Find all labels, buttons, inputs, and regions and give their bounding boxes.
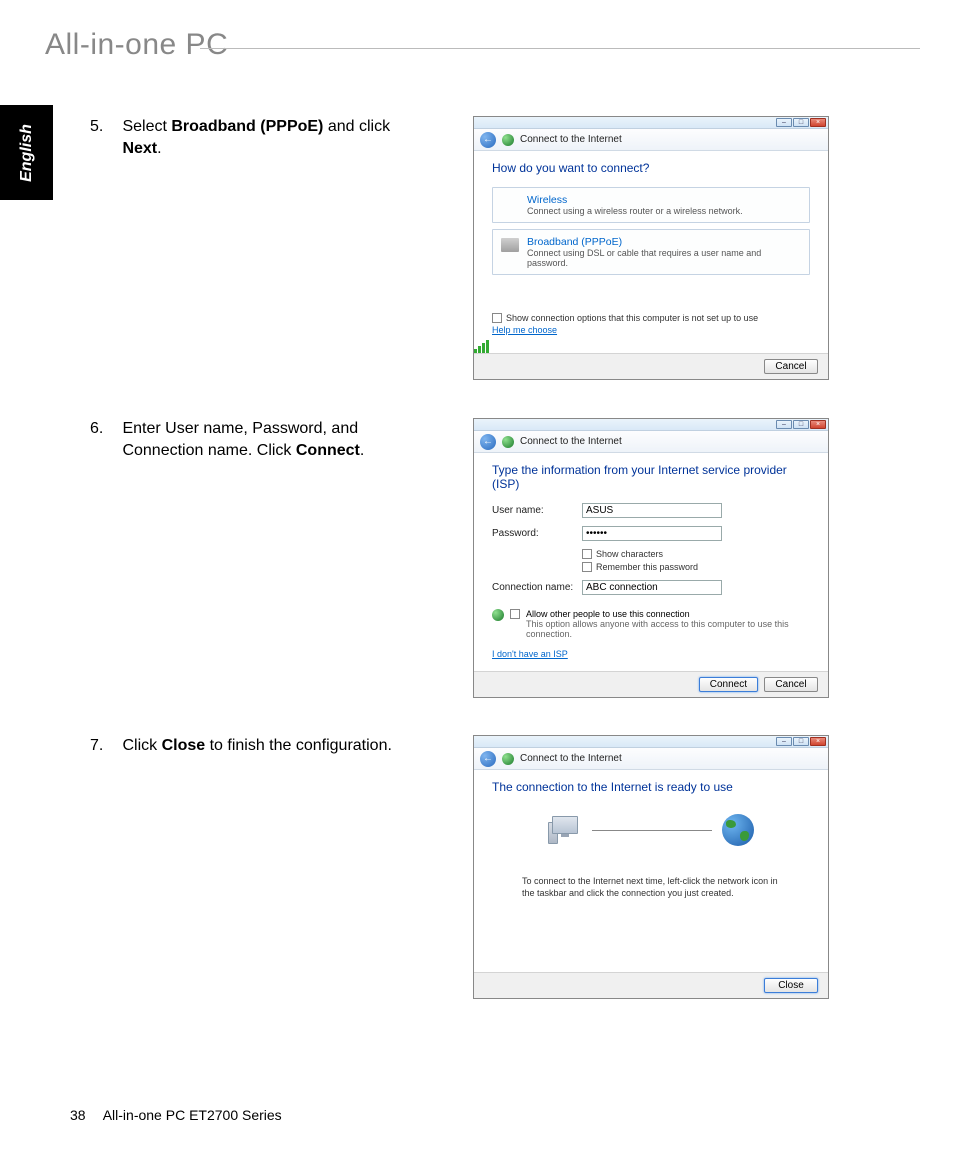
language-label: English bbox=[18, 124, 36, 182]
option-wireless-title: Wireless bbox=[527, 194, 743, 206]
page-footer: 38 All-in-one PC ET2700 Series bbox=[70, 1107, 282, 1123]
back-icon[interactable]: ← bbox=[480, 434, 496, 450]
password-label: Password: bbox=[492, 528, 582, 539]
show-options-checkbox[interactable] bbox=[492, 313, 502, 323]
step-7-text: Click Close to finish the configuration. bbox=[122, 735, 422, 757]
connection-name-label: Connection name: bbox=[492, 582, 582, 593]
breadcrumb: ← Connect to the Internet bbox=[474, 748, 828, 770]
connect-button[interactable]: Connect bbox=[699, 677, 758, 692]
step-5-text: Select Broadband (PPPoE) and click Next. bbox=[122, 116, 422, 159]
remember-password-checkbox[interactable] bbox=[582, 562, 592, 572]
button-row: Connect Cancel bbox=[474, 671, 828, 697]
globe-icon bbox=[502, 753, 514, 765]
allow-others-checkbox[interactable] bbox=[510, 609, 520, 619]
dialog-heading: Type the information from your Internet … bbox=[492, 463, 810, 491]
close-button[interactable]: × bbox=[810, 420, 826, 429]
close-button[interactable]: × bbox=[810, 737, 826, 746]
allow-others-label: Allow other people to use this connectio… bbox=[526, 609, 810, 619]
username-input[interactable] bbox=[582, 503, 722, 518]
language-tab: English bbox=[0, 105, 53, 200]
minimize-button[interactable]: – bbox=[776, 420, 792, 429]
option-broadband[interactable]: Broadband (PPPoE) Connect using DSL or c… bbox=[492, 229, 810, 275]
footer-series: All-in-one PC ET2700 Series bbox=[103, 1107, 282, 1123]
page-number: 38 bbox=[70, 1107, 86, 1123]
breadcrumb-text: Connect to the Internet bbox=[520, 134, 622, 145]
cancel-button[interactable]: Cancel bbox=[764, 677, 818, 692]
button-row: Close bbox=[474, 972, 828, 998]
button-row: Cancel bbox=[474, 353, 828, 379]
step-7-number: 7. bbox=[90, 735, 118, 757]
dialog-question: How do you want to connect? bbox=[492, 161, 810, 175]
internet-globe-icon bbox=[722, 814, 754, 846]
globe-icon bbox=[502, 134, 514, 146]
no-isp-link[interactable]: I don't have an ISP bbox=[492, 649, 568, 659]
maximize-button[interactable]: □ bbox=[793, 737, 809, 746]
close-button[interactable]: Close bbox=[764, 978, 818, 993]
step-6-number: 6. bbox=[90, 418, 118, 440]
breadcrumb: ← Connect to the Internet bbox=[474, 129, 828, 151]
maximize-button[interactable]: □ bbox=[793, 118, 809, 127]
globe-icon bbox=[502, 436, 514, 448]
allow-others-desc: This option allows anyone with access to… bbox=[526, 619, 810, 639]
modem-icon bbox=[501, 238, 519, 252]
dialog-connect-method: – □ × ← Connect to the Internet How do y… bbox=[473, 116, 829, 380]
close-button[interactable]: × bbox=[810, 118, 826, 127]
maximize-button[interactable]: □ bbox=[793, 420, 809, 429]
titlebar: – □ × bbox=[474, 117, 828, 129]
option-wireless[interactable]: Wireless Connect using a wireless router… bbox=[492, 187, 810, 223]
step-6: 6. Enter User name, Password, and Connec… bbox=[90, 418, 430, 461]
page-title: All-in-one PC bbox=[45, 28, 228, 62]
titlebar: – □ × bbox=[474, 419, 828, 431]
dialog-ready: – □ × ← Connect to the Internet The conn… bbox=[473, 735, 829, 999]
password-input[interactable] bbox=[582, 526, 722, 541]
option-broadband-desc: Connect using DSL or cable that requires… bbox=[527, 248, 801, 268]
minimize-button[interactable]: – bbox=[776, 118, 792, 127]
dialog-isp-info: – □ × ← Connect to the Internet Type the… bbox=[473, 418, 829, 698]
connection-graphic bbox=[492, 814, 810, 846]
ready-heading: The connection to the Internet is ready … bbox=[492, 780, 810, 794]
cancel-button[interactable]: Cancel bbox=[764, 359, 818, 374]
connection-name-input[interactable] bbox=[582, 580, 722, 595]
show-options-row: Show connection options that this comput… bbox=[492, 313, 810, 323]
step-7: 7. Click Close to finish the configurati… bbox=[90, 735, 430, 757]
breadcrumb: ← Connect to the Internet bbox=[474, 431, 828, 453]
show-characters-label: Show characters bbox=[596, 549, 663, 559]
show-options-label: Show connection options that this comput… bbox=[506, 313, 758, 323]
back-icon[interactable]: ← bbox=[480, 751, 496, 767]
tip-text: To connect to the Internet next time, le… bbox=[492, 876, 810, 899]
computer-icon bbox=[548, 816, 582, 844]
step-5-number: 5. bbox=[90, 116, 118, 138]
breadcrumb-text: Connect to the Internet bbox=[520, 436, 622, 447]
back-icon[interactable]: ← bbox=[480, 132, 496, 148]
show-characters-checkbox[interactable] bbox=[582, 549, 592, 559]
step-6-text: Enter User name, Password, and Connectio… bbox=[122, 418, 422, 461]
titlebar: – □ × bbox=[474, 736, 828, 748]
option-wireless-desc: Connect using a wireless router or a wir… bbox=[527, 206, 743, 216]
connection-line-icon bbox=[592, 830, 712, 831]
help-me-choose-link[interactable]: Help me choose bbox=[492, 325, 557, 335]
step-5: 5. Select Broadband (PPPoE) and click Ne… bbox=[90, 116, 430, 159]
wifi-icon bbox=[501, 196, 519, 210]
breadcrumb-text: Connect to the Internet bbox=[520, 753, 622, 764]
remember-password-label: Remember this password bbox=[596, 562, 698, 572]
option-broadband-title: Broadband (PPPoE) bbox=[527, 236, 801, 248]
username-label: User name: bbox=[492, 505, 582, 516]
shield-icon bbox=[492, 609, 504, 621]
minimize-button[interactable]: – bbox=[776, 737, 792, 746]
title-divider bbox=[200, 48, 920, 49]
